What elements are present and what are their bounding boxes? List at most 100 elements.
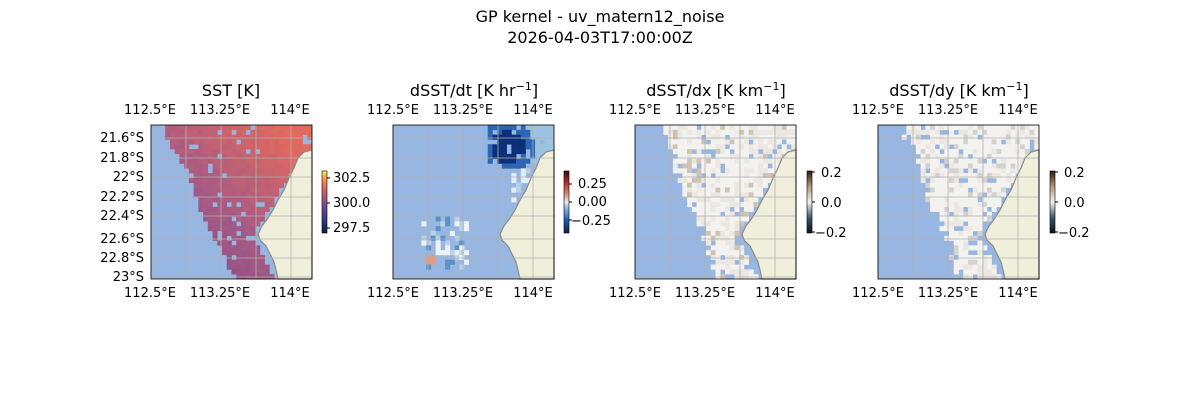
field-cell [691,153,697,159]
field-cell [264,177,270,184]
field-cell [949,149,955,155]
field-cell [949,216,955,222]
field-cell [245,240,251,246]
field-cell [949,134,955,140]
field-cell [464,221,470,227]
field-cell [982,134,988,140]
field-cell [991,163,997,169]
field-cell [930,153,936,159]
field-cell [511,144,517,150]
field-cell [269,153,275,159]
field-cell [222,226,228,232]
field-cell [217,168,223,174]
field-cell [777,149,783,155]
lat-label: 22.8°S [100,251,144,266]
field-cell [915,139,921,145]
field-cell [710,187,716,193]
field-cell [753,144,759,150]
field-cell [207,226,213,232]
field-cell [920,129,926,135]
field-cell [930,129,936,135]
field-cell [236,250,242,256]
lon-label-top: 112.5°E [124,103,176,118]
field-cell [715,158,721,164]
field-cell [283,125,289,131]
field-cell [715,182,721,188]
field-cell [958,221,964,227]
field-cell [245,153,251,159]
field-cell [715,245,721,251]
field-cell [991,144,997,150]
colorbar-tick-label: 297.5 [333,221,370,236]
field-cell [511,153,517,159]
field-cell [278,134,284,140]
lat-label: 21.6°S [100,131,144,146]
field-cell [949,139,955,145]
field-cell [511,125,517,131]
field-cell [174,144,180,150]
field-cell [236,211,242,217]
field-cell [430,259,436,265]
field-cell [986,202,992,208]
field-cell [743,269,749,275]
field-cell [179,144,185,150]
field-cell [264,134,270,140]
field-cell [748,163,754,169]
field-cell [729,182,735,188]
field-cell [259,149,265,155]
field-cell [691,139,697,145]
field-cell [982,245,988,251]
field-cell [682,163,688,169]
field-cell [283,129,289,135]
field-cell [245,125,251,131]
field-cell [944,139,950,145]
field-cell [967,173,974,179]
field-cell [283,177,289,184]
field-cell [729,250,735,256]
field-cell [939,139,945,145]
field-cell [996,153,1002,159]
field-cell [240,245,247,251]
field-cell [953,245,959,251]
field-cell [222,245,228,251]
field-cell [930,158,936,164]
field-cell [193,134,199,140]
field-cell [255,139,261,145]
field-cell [1010,134,1016,140]
field-cell [715,206,721,212]
field-cell [753,168,759,174]
field-cell [492,125,498,131]
field-cell [668,139,674,145]
field-cell [743,216,749,222]
field-cell [925,163,931,169]
field-cell [193,192,199,198]
field-cell [729,202,735,208]
field-cell [720,221,726,227]
field-cell [996,149,1002,155]
field-cell [255,259,261,265]
field-cell [706,230,712,236]
field-cell [982,197,988,203]
field-cell [977,149,983,155]
field-cell [255,144,261,150]
field-cell [226,206,232,212]
field-cell [240,197,247,203]
field-cell [231,192,237,198]
field-cell [1020,125,1026,131]
field-cell [706,235,712,241]
field-cell [236,158,242,164]
field-cell [544,134,550,140]
field-cell [963,149,969,155]
field-cell [949,226,955,232]
field-cell [710,202,716,208]
field-cell [739,182,745,188]
field-cell [739,211,745,217]
field-cell [203,149,209,155]
field-cell [255,173,261,179]
field-cell [739,153,745,159]
field-cell [535,125,541,131]
field-cell [222,163,228,169]
field-cell [996,192,1002,198]
field-cell [169,129,175,135]
field-cell [739,264,745,270]
